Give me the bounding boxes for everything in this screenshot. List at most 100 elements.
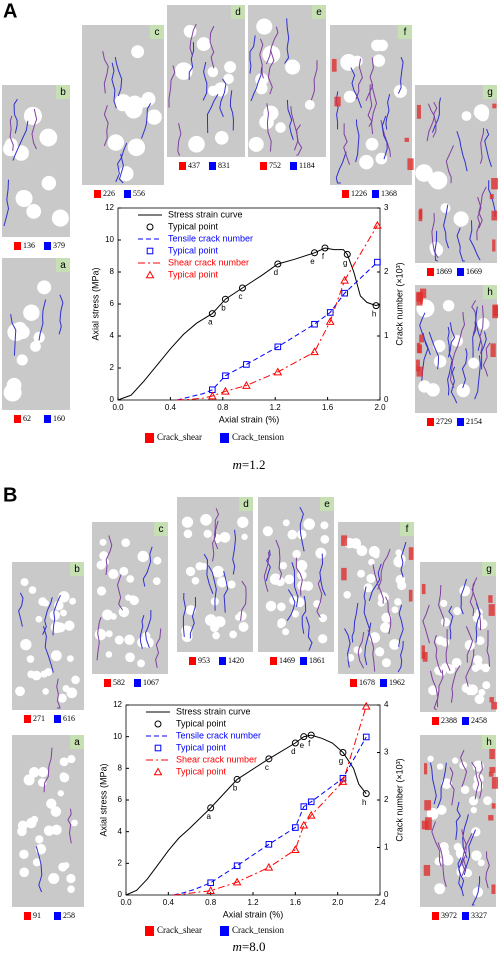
series-line — [176, 261, 378, 401]
crack — [267, 49, 275, 95]
caption-value: =1.2 — [242, 457, 266, 472]
specimen-inclusion — [477, 317, 490, 331]
specimen-image — [420, 562, 498, 712]
crack — [9, 115, 14, 151]
caption-variable: m — [233, 939, 242, 954]
crack — [436, 669, 444, 708]
shear-count: 271 — [33, 714, 45, 723]
crack — [400, 541, 407, 578]
x-tick-label: 0.8 — [217, 403, 229, 412]
crack — [367, 629, 376, 672]
crack — [116, 574, 124, 611]
crack — [142, 546, 153, 587]
crack — [203, 553, 214, 594]
specimen-inclusion — [49, 610, 60, 621]
specimen-inclusion — [32, 858, 42, 867]
specimen-inclusion — [391, 606, 399, 614]
marker — [292, 824, 299, 831]
specimen-inclusion — [475, 662, 484, 670]
specimen-inclusion — [51, 824, 62, 836]
specimen-inclusion — [371, 39, 383, 52]
specimen-inclusion — [427, 755, 434, 762]
specimen-inclusion — [71, 675, 80, 685]
specimen-background — [12, 562, 84, 710]
shear-count: 226 — [103, 189, 115, 198]
specimen-inclusion — [69, 597, 77, 605]
crack — [449, 767, 455, 806]
marker — [290, 845, 300, 854]
crack — [202, 61, 208, 101]
shear-damage — [491, 210, 498, 221]
point-label: e — [310, 257, 315, 266]
marker — [233, 775, 241, 783]
shear-damage — [491, 884, 496, 894]
crack — [259, 38, 264, 79]
specimen-inclusion — [44, 668, 53, 676]
specimen-inclusion — [453, 842, 462, 852]
crack — [56, 678, 61, 709]
y2-tick-label: 1 — [384, 843, 389, 852]
legend-label: Stress strain curve — [176, 706, 251, 716]
crack — [456, 227, 465, 262]
caption-value: =8.0 — [242, 939, 266, 954]
shear-count: 136 — [23, 241, 35, 250]
shear-damage — [408, 547, 414, 560]
crack — [479, 305, 484, 354]
marker — [154, 720, 162, 728]
marker — [291, 739, 299, 747]
specimen-inclusion — [126, 575, 135, 583]
specimen-letter: a — [60, 260, 66, 271]
y-tick-label: 0 — [118, 890, 123, 899]
crack — [447, 322, 456, 358]
crack — [471, 876, 481, 906]
shear-damage — [417, 344, 423, 354]
specimen-image — [12, 735, 84, 907]
tension-count: 1067 — [143, 678, 159, 687]
crack — [296, 124, 303, 156]
specimen-inclusion — [42, 688, 49, 695]
tension-count: 1861 — [309, 656, 325, 665]
x-tick-label: 0.0 — [112, 403, 124, 412]
crack — [351, 602, 359, 643]
crack — [263, 551, 270, 592]
specimen-inclusion — [378, 592, 389, 604]
legend-label: Shear crack number — [168, 257, 249, 267]
caption: m=1.2 — [233, 457, 266, 472]
tension-swatch — [134, 679, 141, 687]
specimen-inclusion — [440, 599, 448, 608]
specimen-letter: g — [486, 564, 492, 575]
crack — [460, 749, 468, 787]
shear-count: 91 — [33, 911, 41, 920]
crack — [316, 577, 323, 618]
shear-damage — [491, 803, 496, 809]
marker — [325, 317, 335, 325]
crack — [426, 103, 436, 142]
marker — [242, 381, 251, 389]
shear-damage — [419, 288, 427, 298]
marker — [222, 372, 229, 380]
crack — [478, 186, 487, 229]
specimen-inclusion — [433, 355, 447, 368]
specimen-inclusion — [124, 634, 135, 645]
x-tick-label: 0.8 — [205, 898, 217, 907]
specimen-inclusion — [471, 827, 481, 837]
specimen-tag — [56, 85, 70, 99]
specimen-inclusion — [434, 857, 443, 866]
specimen-letter: d — [235, 7, 241, 18]
legend-label: Typical point — [176, 742, 227, 752]
specimen-inclusion — [137, 637, 148, 648]
specimen-inclusion — [20, 578, 29, 587]
specimen-inclusion — [181, 516, 194, 528]
crack — [445, 629, 451, 671]
shear-damage — [419, 334, 424, 343]
marker — [274, 343, 282, 351]
crack — [58, 294, 64, 335]
specimen-inclusion — [42, 599, 50, 607]
specimen-inclusion — [146, 109, 162, 125]
crack — [144, 610, 152, 648]
specimen-inclusion — [209, 622, 220, 633]
specimen-inclusion — [183, 529, 193, 539]
specimen-inclusion — [57, 693, 67, 703]
crack — [111, 62, 117, 109]
tension-count: 831 — [218, 161, 230, 170]
